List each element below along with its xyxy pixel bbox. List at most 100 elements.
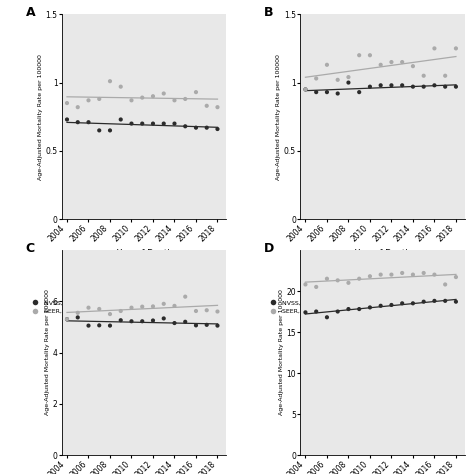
- Point: [377, 271, 384, 278]
- Point: [345, 279, 352, 287]
- Point: [323, 275, 331, 283]
- Point: [398, 82, 406, 89]
- Point: [441, 72, 449, 80]
- Point: [377, 82, 384, 89]
- Point: [182, 293, 189, 301]
- Point: [106, 322, 114, 329]
- Point: [398, 269, 406, 277]
- Point: [388, 301, 395, 309]
- Point: [182, 318, 189, 326]
- Point: [149, 302, 157, 310]
- Point: [85, 304, 92, 311]
- Point: [192, 88, 200, 96]
- Point: [431, 82, 438, 89]
- Text: D: D: [264, 242, 274, 255]
- Point: [182, 122, 189, 130]
- Point: [203, 307, 210, 314]
- Point: [366, 52, 374, 59]
- Point: [63, 99, 71, 107]
- Point: [441, 83, 449, 91]
- Point: [128, 304, 135, 311]
- Point: [301, 86, 309, 93]
- Point: [138, 94, 146, 101]
- Point: [398, 300, 406, 307]
- Point: [398, 58, 406, 66]
- Y-axis label: Age-Adjusted Mortality Rate per 100000: Age-Adjusted Mortality Rate per 100000: [276, 54, 281, 180]
- Point: [63, 116, 71, 123]
- Point: [138, 318, 146, 325]
- Y-axis label: Age-Adjusted Mortality Rate per 100000: Age-Adjusted Mortality Rate per 100000: [45, 290, 50, 416]
- Point: [452, 45, 460, 52]
- Point: [171, 302, 178, 310]
- Point: [312, 308, 320, 315]
- Point: [409, 83, 417, 91]
- Point: [214, 308, 221, 315]
- Point: [128, 120, 135, 128]
- Text: C: C: [26, 242, 35, 255]
- Point: [431, 271, 438, 278]
- Point: [312, 75, 320, 82]
- Point: [63, 315, 71, 323]
- X-axis label: Year of Death: Year of Death: [116, 249, 172, 258]
- Point: [203, 102, 210, 109]
- Point: [214, 125, 221, 133]
- Point: [95, 305, 103, 313]
- Point: [160, 300, 167, 308]
- Point: [74, 314, 82, 321]
- Point: [441, 281, 449, 288]
- Point: [74, 309, 82, 317]
- Point: [74, 118, 82, 126]
- Point: [117, 307, 125, 315]
- Point: [409, 300, 417, 307]
- Point: [323, 88, 331, 96]
- Point: [95, 127, 103, 134]
- Point: [85, 322, 92, 329]
- Point: [203, 124, 210, 131]
- Point: [356, 52, 363, 59]
- Point: [377, 302, 384, 310]
- Point: [149, 120, 157, 128]
- Point: [192, 124, 200, 131]
- Point: [441, 297, 449, 305]
- Legend: NVSS, APC (95% CI): 0.4 (-0.1-0.8), SEER, APC (95% CI): 0.9 (0.1-1.6): NVSS, APC (95% CI): 0.4 (-0.1-0.8), SEER…: [267, 301, 389, 314]
- Point: [171, 97, 178, 104]
- Point: [431, 45, 438, 52]
- Point: [420, 72, 428, 80]
- Point: [182, 95, 189, 103]
- Point: [95, 95, 103, 103]
- Text: B: B: [264, 6, 273, 19]
- Point: [323, 61, 331, 69]
- Point: [388, 82, 395, 89]
- Point: [301, 309, 309, 316]
- Point: [117, 317, 125, 324]
- Point: [85, 97, 92, 104]
- Point: [214, 103, 221, 111]
- Point: [452, 273, 460, 281]
- Point: [356, 275, 363, 283]
- Point: [106, 77, 114, 85]
- Point: [160, 315, 167, 322]
- Point: [334, 90, 341, 97]
- Point: [301, 281, 309, 288]
- Point: [334, 276, 341, 284]
- Point: [312, 88, 320, 96]
- Point: [160, 120, 167, 128]
- Text: A: A: [26, 6, 35, 19]
- Point: [409, 271, 417, 278]
- Point: [117, 83, 125, 91]
- Point: [160, 90, 167, 97]
- Point: [192, 307, 200, 315]
- Point: [409, 63, 417, 70]
- Y-axis label: Age-Adjusted Mortality Rate per 100000: Age-Adjusted Mortality Rate per 100000: [37, 54, 43, 180]
- Point: [138, 120, 146, 128]
- Point: [345, 305, 352, 313]
- Point: [117, 116, 125, 123]
- Point: [171, 120, 178, 128]
- Point: [420, 269, 428, 277]
- Point: [388, 271, 395, 278]
- Point: [128, 97, 135, 104]
- Point: [128, 318, 135, 325]
- X-axis label: Year of Death: Year of Death: [354, 249, 410, 258]
- Point: [452, 83, 460, 91]
- Point: [95, 321, 103, 329]
